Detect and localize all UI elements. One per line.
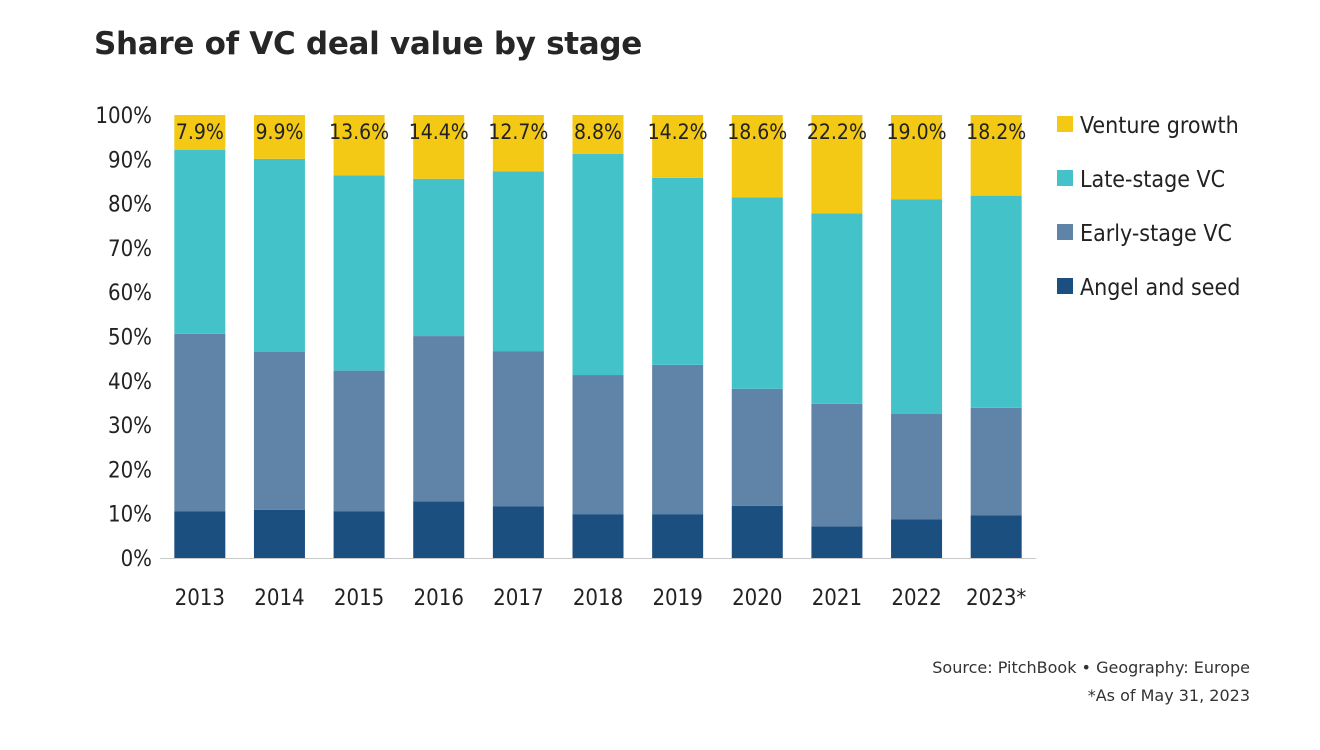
bar-segment-late-stage-vc bbox=[970, 195, 1022, 408]
data-label: 12.7% bbox=[488, 120, 548, 144]
bar-segment-angel-and-seed bbox=[174, 511, 226, 558]
bar-segment-angel-and-seed bbox=[253, 509, 305, 558]
y-axis-tick-label: 0% bbox=[121, 547, 152, 572]
bar-segment-angel-and-seed bbox=[652, 514, 704, 558]
bar-segment-early-stage-vc bbox=[731, 388, 783, 506]
legend-label: Late-stage VC bbox=[1080, 167, 1225, 193]
bar-segment-late-stage-vc bbox=[811, 213, 863, 404]
bar-segment-early-stage-vc bbox=[413, 336, 465, 502]
bar-segment-early-stage-vc bbox=[253, 352, 305, 510]
data-label: 19.0% bbox=[887, 120, 947, 144]
bar-segment-angel-and-seed bbox=[970, 515, 1022, 558]
bar-segment-late-stage-vc bbox=[333, 175, 385, 371]
bar-segment-angel-and-seed bbox=[891, 519, 943, 558]
legend-swatch bbox=[1057, 278, 1073, 294]
bar-segment-early-stage-vc bbox=[970, 407, 1022, 516]
bar-segment-late-stage-vc bbox=[891, 199, 943, 415]
bar-segment-early-stage-vc bbox=[174, 333, 226, 512]
y-axis-tick-label: 70% bbox=[108, 237, 152, 262]
legend-label: Venture growth bbox=[1080, 113, 1239, 139]
y-axis-tick-label: 30% bbox=[108, 414, 152, 439]
bar-segment-early-stage-vc bbox=[492, 351, 544, 507]
bar-segment-venture-growth bbox=[572, 115, 624, 154]
data-label: 18.2% bbox=[966, 120, 1026, 144]
bar-segment-late-stage-vc bbox=[731, 197, 783, 389]
source-text: Source: PitchBook • Geography: Europe bbox=[932, 658, 1250, 677]
chart-title: Share of VC deal value by stage bbox=[94, 26, 643, 62]
x-axis-tick-label: 2019 bbox=[652, 586, 702, 611]
bar-segment-early-stage-vc bbox=[811, 403, 863, 527]
bar-segment-early-stage-vc bbox=[652, 364, 704, 515]
y-axis-tick-label: 10% bbox=[108, 503, 152, 528]
bar-segment-early-stage-vc bbox=[333, 370, 385, 512]
y-axis-tick-label: 100% bbox=[95, 104, 152, 129]
bar-segment-angel-and-seed bbox=[333, 511, 385, 558]
data-label: 8.8% bbox=[574, 120, 622, 144]
x-axis-tick-label: 2021 bbox=[812, 586, 862, 611]
x-axis-tick-label: 2020 bbox=[732, 586, 782, 611]
y-axis-tick-label: 20% bbox=[108, 458, 152, 483]
bar-segment-angel-and-seed bbox=[731, 505, 783, 558]
legend-swatch bbox=[1057, 224, 1073, 240]
x-axis-tick-label: 2017 bbox=[493, 586, 543, 611]
legend-label: Early-stage VC bbox=[1080, 221, 1232, 247]
bar-segment-venture-growth bbox=[891, 115, 943, 200]
x-axis-tick-label: 2023* bbox=[966, 586, 1026, 611]
legend-swatch bbox=[1057, 116, 1073, 132]
y-axis-tick-label: 50% bbox=[108, 326, 152, 351]
y-axis-tick-label: 40% bbox=[108, 370, 152, 395]
bar-segment-venture-growth bbox=[652, 115, 704, 178]
bar-segment-late-stage-vc bbox=[572, 153, 624, 376]
bar-segment-late-stage-vc bbox=[492, 171, 544, 352]
x-axis-tick-label: 2015 bbox=[334, 586, 384, 611]
bar-segment-late-stage-vc bbox=[174, 149, 226, 334]
bar-segment-early-stage-vc bbox=[572, 375, 624, 515]
date-footnote: *As of May 31, 2023 bbox=[1087, 686, 1250, 705]
bar-segment-late-stage-vc bbox=[652, 177, 704, 365]
bar-segment-venture-growth bbox=[174, 115, 226, 150]
data-label: 14.2% bbox=[648, 120, 708, 144]
source-note: Source: PitchBook • Geography: Europe *A… bbox=[932, 654, 1250, 710]
bar-segment-late-stage-vc bbox=[253, 158, 305, 353]
data-label: 18.6% bbox=[727, 120, 787, 144]
x-axis-tick-label: 2018 bbox=[573, 586, 623, 611]
bar-segment-angel-and-seed bbox=[572, 514, 624, 558]
bar-segment-angel-and-seed bbox=[811, 526, 863, 558]
bar-segment-angel-and-seed bbox=[492, 506, 544, 558]
data-label: 7.9% bbox=[176, 120, 224, 144]
data-label: 13.6% bbox=[329, 120, 389, 144]
legend-label: Angel and seed bbox=[1080, 275, 1240, 301]
bar-segment-venture-growth bbox=[492, 115, 544, 172]
bar-segment-venture-growth bbox=[970, 115, 1022, 196]
bar-segment-venture-growth bbox=[731, 115, 783, 198]
y-axis-tick-label: 60% bbox=[108, 281, 152, 306]
x-axis-tick-label: 2022 bbox=[891, 586, 941, 611]
bar-segment-venture-growth bbox=[811, 115, 863, 214]
data-label: 22.2% bbox=[807, 120, 867, 144]
x-axis-tick-label: 2013 bbox=[175, 586, 225, 611]
y-axis-tick-label: 80% bbox=[108, 193, 152, 218]
bar-segment-early-stage-vc bbox=[891, 414, 943, 520]
bar-segment-venture-growth bbox=[333, 115, 385, 176]
bar-segment-venture-growth bbox=[253, 115, 305, 159]
bar-segment-venture-growth bbox=[413, 115, 465, 179]
bar-segment-angel-and-seed bbox=[413, 501, 465, 558]
x-axis-tick-label: 2014 bbox=[254, 586, 304, 611]
data-label: 14.4% bbox=[409, 120, 469, 144]
legend-swatch bbox=[1057, 170, 1073, 186]
data-label: 9.9% bbox=[255, 120, 303, 144]
bar-segment-late-stage-vc bbox=[413, 178, 465, 337]
x-axis-tick-label: 2016 bbox=[414, 586, 464, 611]
y-axis-tick-label: 90% bbox=[108, 148, 152, 173]
